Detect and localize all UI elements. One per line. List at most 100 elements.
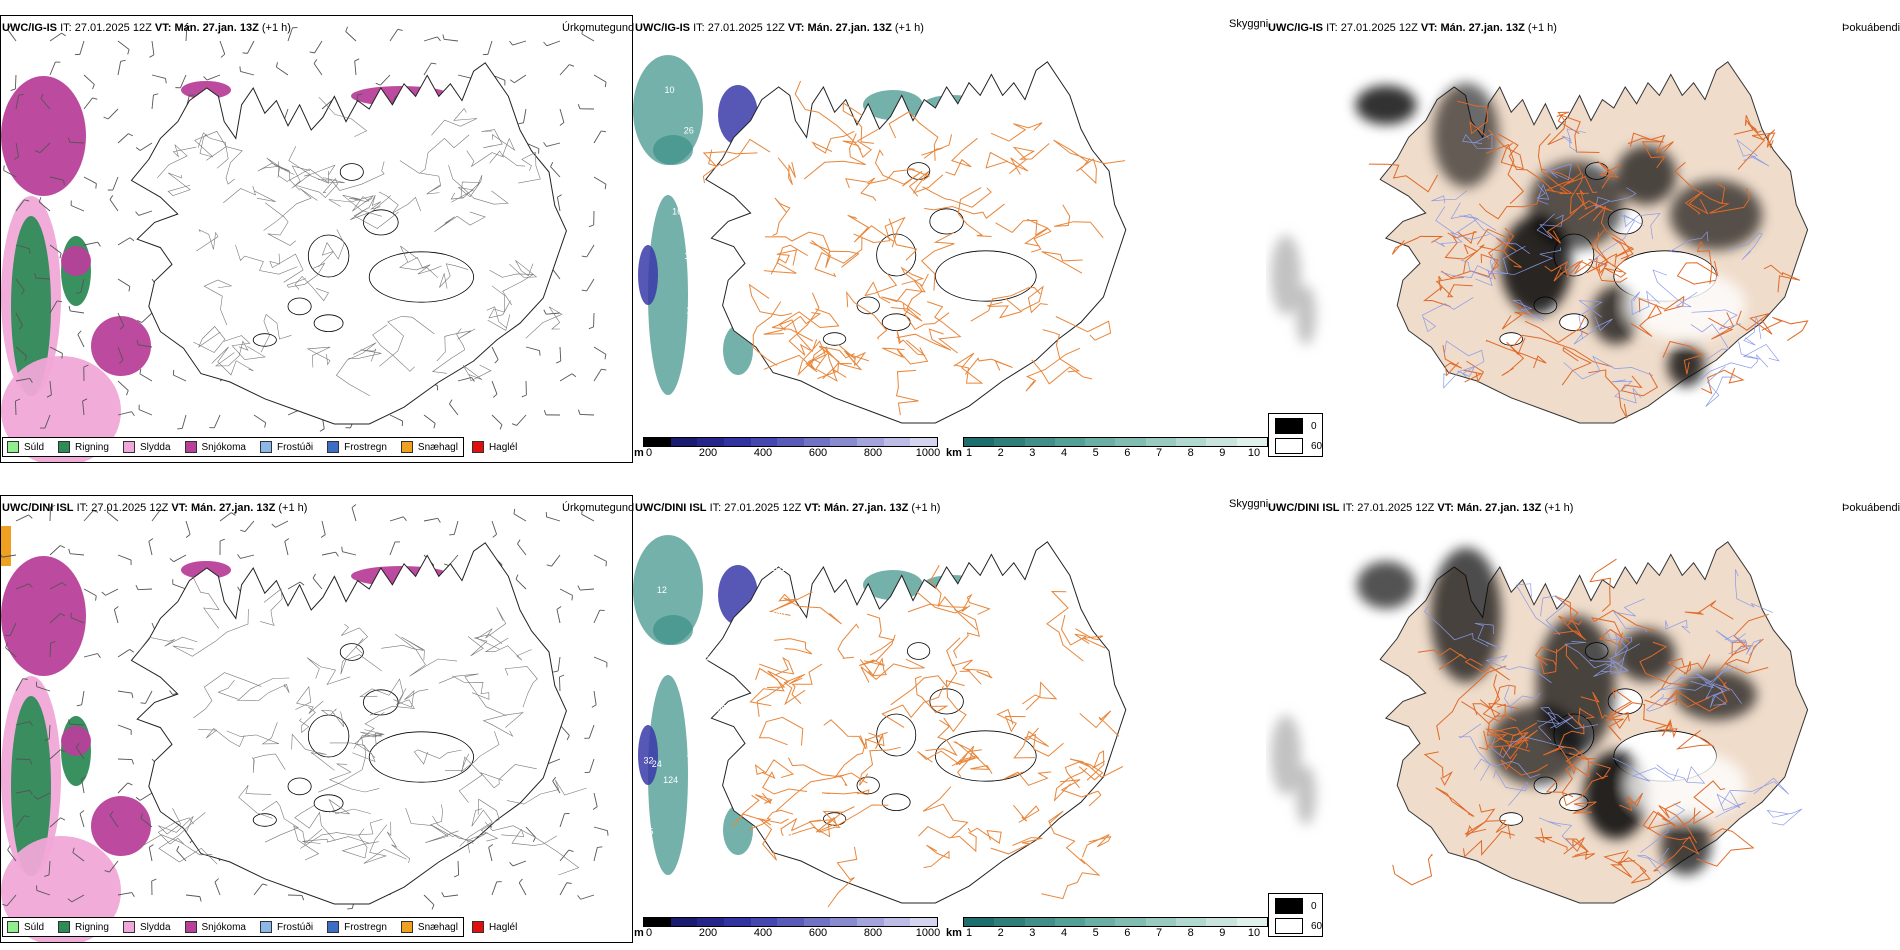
glacier-outline <box>339 163 364 181</box>
colorbar-tick-label: 4 <box>1060 927 1068 939</box>
precip-legend-item: Frostregn <box>327 921 387 933</box>
wind-barb <box>14 74 17 90</box>
wind-barb <box>593 346 607 355</box>
colorbar-segment <box>910 438 938 446</box>
colorbar-segment <box>723 918 751 926</box>
wind-barb <box>117 278 131 287</box>
precip-legend-swatch <box>327 441 340 453</box>
wind-barb <box>151 74 166 79</box>
wind-barb <box>9 622 17 636</box>
header-precip-top: UWC/IG-IS IT: 27.01.2025 12Z VT: Mán. 27… <box>2 22 291 34</box>
wind-barb <box>49 582 63 590</box>
fog-legend-dark-swatch <box>1275 418 1303 434</box>
wind-barb <box>49 380 52 395</box>
wind-barb <box>557 656 561 671</box>
wind-barb <box>138 344 153 348</box>
wind-barb <box>15 400 17 416</box>
wind-barb <box>593 847 598 862</box>
precip-legend-item: Snæhagl <box>400 441 458 453</box>
lead-time: (+1 h) <box>261 22 291 34</box>
cloudbase-value-label: 141 <box>748 739 763 749</box>
iceland-outline <box>705 541 1127 904</box>
glacier-outline <box>929 208 964 235</box>
cloudbase-value-label: 195 <box>703 311 718 321</box>
fog-legend-light-swatch <box>1275 438 1303 454</box>
colorbar-tick-label: 200 <box>698 927 718 939</box>
wind-barb <box>247 40 255 54</box>
wind-barb <box>15 815 25 828</box>
precip-legend-item: Frostúði <box>259 921 313 933</box>
colorbar-segment <box>1176 918 1207 926</box>
visibility-area <box>633 535 703 645</box>
wind-barb <box>523 108 527 123</box>
wind-barb <box>70 205 85 212</box>
precip-legend-swatch <box>471 441 484 453</box>
cloudbase-unit-bottom: m <box>634 927 644 939</box>
wind-barb <box>109 860 119 873</box>
wind-barb <box>70 553 85 556</box>
glacier-outline <box>368 731 474 783</box>
wind-barb <box>117 554 132 561</box>
wind-barb <box>219 40 226 55</box>
wind-barb <box>593 74 607 83</box>
wind-barb <box>83 74 95 85</box>
wind-barb <box>559 724 570 736</box>
colorbar-segment <box>777 918 804 926</box>
wind-barb <box>151 40 155 55</box>
precip-legend-label: Frostregn <box>344 441 387 453</box>
precip-legend-top: Súld Rigning Slydda Snjókoma Frostúði Frostre… <box>2 437 517 457</box>
precip-area <box>1 836 121 942</box>
precip-legend-swatch <box>7 921 19 933</box>
wind-barb <box>457 74 472 79</box>
wind-barb <box>559 882 568 896</box>
wind-barb <box>423 414 436 424</box>
wind-barb <box>453 520 459 535</box>
colorbar-tick-label: 800 <box>863 447 883 459</box>
glacier-outline <box>823 332 847 346</box>
wind-barb <box>423 894 435 906</box>
wind-barb <box>49 506 51 522</box>
wind-barb <box>2 554 17 558</box>
wind-barb <box>586 278 595 292</box>
colorbar-tick-label: 1000 <box>915 447 941 459</box>
wind-barb <box>321 551 336 556</box>
precip-area <box>1 526 11 566</box>
cloud-visibility-map-top: 158 16 10 1 1 26 195 103 142 72 <box>633 15 1233 463</box>
cloudbase-value-label: 305 <box>711 704 726 714</box>
wind-barb <box>586 244 595 258</box>
wind-barb <box>556 197 561 212</box>
wind-barb <box>321 99 333 110</box>
precip-legend-label: Rigning <box>75 921 109 933</box>
colorbar-tick-label: 9 <box>1219 927 1226 939</box>
wind-barb <box>423 62 432 76</box>
wind-barb <box>559 813 565 828</box>
wind-barb <box>39 142 51 154</box>
cloudbase-value-label: 16 <box>782 828 792 838</box>
wind-barb <box>70 310 85 314</box>
wind-barb <box>423 36 438 42</box>
cloudbase-colorbar-top <box>643 437 938 447</box>
colorbar-tick-label: 1000 <box>915 927 941 939</box>
wind-barb <box>546 758 561 765</box>
wind-barb <box>516 414 527 426</box>
wind-barb <box>593 130 602 144</box>
cloudbase-value-label: 24 <box>652 759 662 769</box>
wind-barb <box>83 97 93 110</box>
wind-barb <box>138 409 153 416</box>
colorbar-tick-label: 600 <box>808 447 828 459</box>
cloudbase-area <box>638 725 658 785</box>
colorbar-segment <box>1024 438 1055 446</box>
precip-legend-bottom: Súld Rigning Slydda Snjókoma Frostúði Frostre… <box>2 917 517 937</box>
panel-title-precip-top: Úrkomutegund <box>562 22 635 34</box>
precip-legend-item: Snjókoma <box>184 441 246 453</box>
colorbar-tick-label: 200 <box>698 447 718 459</box>
colorbar-segment <box>644 438 671 446</box>
wind-barb <box>15 244 30 250</box>
road-network <box>1423 569 1803 875</box>
wind-barb <box>117 312 125 326</box>
wind-barb <box>581 33 595 42</box>
wind-barb <box>15 199 25 212</box>
cloudbase-colorbar-bottom <box>643 917 938 927</box>
road-network <box>1368 100 1809 419</box>
colorbar-tick-label: 0 <box>645 927 653 939</box>
